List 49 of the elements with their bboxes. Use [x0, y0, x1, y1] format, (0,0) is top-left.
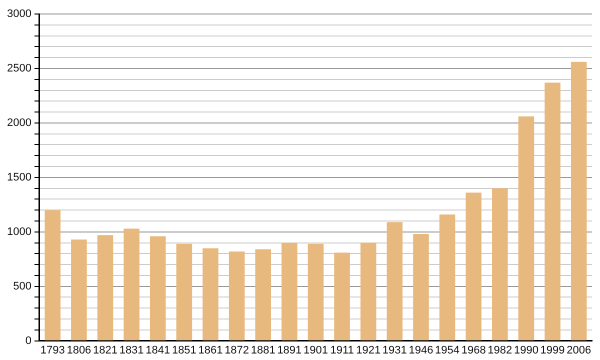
x-tick-label: 1911: [330, 344, 354, 356]
bar: [439, 214, 456, 340]
x-tick-label: 1881: [250, 344, 276, 356]
y-tick-label: 0: [25, 334, 32, 347]
bar: [518, 116, 534, 340]
bar: [386, 222, 403, 340]
bar: [202, 248, 218, 340]
x-tick-label: 1793: [40, 344, 65, 356]
x-tick-label: 1806: [66, 344, 92, 356]
x-tick-label: 1982: [488, 344, 512, 356]
x-tick-label: 1891: [277, 344, 302, 356]
bar: [228, 251, 245, 340]
bar: [492, 188, 508, 340]
bar: [124, 228, 140, 340]
x-tick-label: 1841: [146, 344, 170, 356]
y-tick-label: 2500: [6, 62, 32, 74]
bar: [360, 242, 376, 340]
bar: [413, 234, 429, 340]
x-tick-label: 1872: [224, 344, 250, 356]
x-tick-label: 1999: [540, 344, 565, 356]
bar: [97, 235, 114, 340]
x-tick-label: 1968: [461, 344, 486, 356]
bar: [282, 242, 298, 340]
x-tick-label: 1954: [435, 344, 460, 356]
y-tick-label: 1000: [6, 226, 32, 238]
x-tick-label: 2006: [566, 344, 592, 356]
y-tick-label: 2000: [6, 116, 32, 129]
x-tick-label: 1946: [408, 344, 434, 356]
y-tick-label: 3000: [6, 8, 32, 20]
x-tick-label: 1831: [119, 344, 144, 356]
bar: [466, 192, 482, 340]
x-tick-label: 1861: [198, 344, 223, 356]
bar: [176, 244, 192, 340]
bar: [44, 210, 61, 340]
x-tick-label: 1921: [356, 344, 381, 356]
bar: [308, 244, 324, 340]
y-tick-label: 1500: [6, 171, 32, 184]
bar: [544, 82, 560, 340]
bar: [150, 236, 166, 340]
y-tick-label: 500: [13, 280, 32, 292]
bar: [255, 249, 272, 340]
bar: [71, 239, 87, 340]
x-tick-label: 1931: [382, 344, 407, 356]
x-tick-label: 1990: [514, 344, 538, 356]
x-tick-label: 1821: [93, 344, 118, 356]
bar: [570, 62, 587, 340]
bar: [334, 252, 350, 340]
x-tick-label: 1851: [172, 344, 196, 356]
x-tick-label: 1901: [303, 344, 328, 356]
